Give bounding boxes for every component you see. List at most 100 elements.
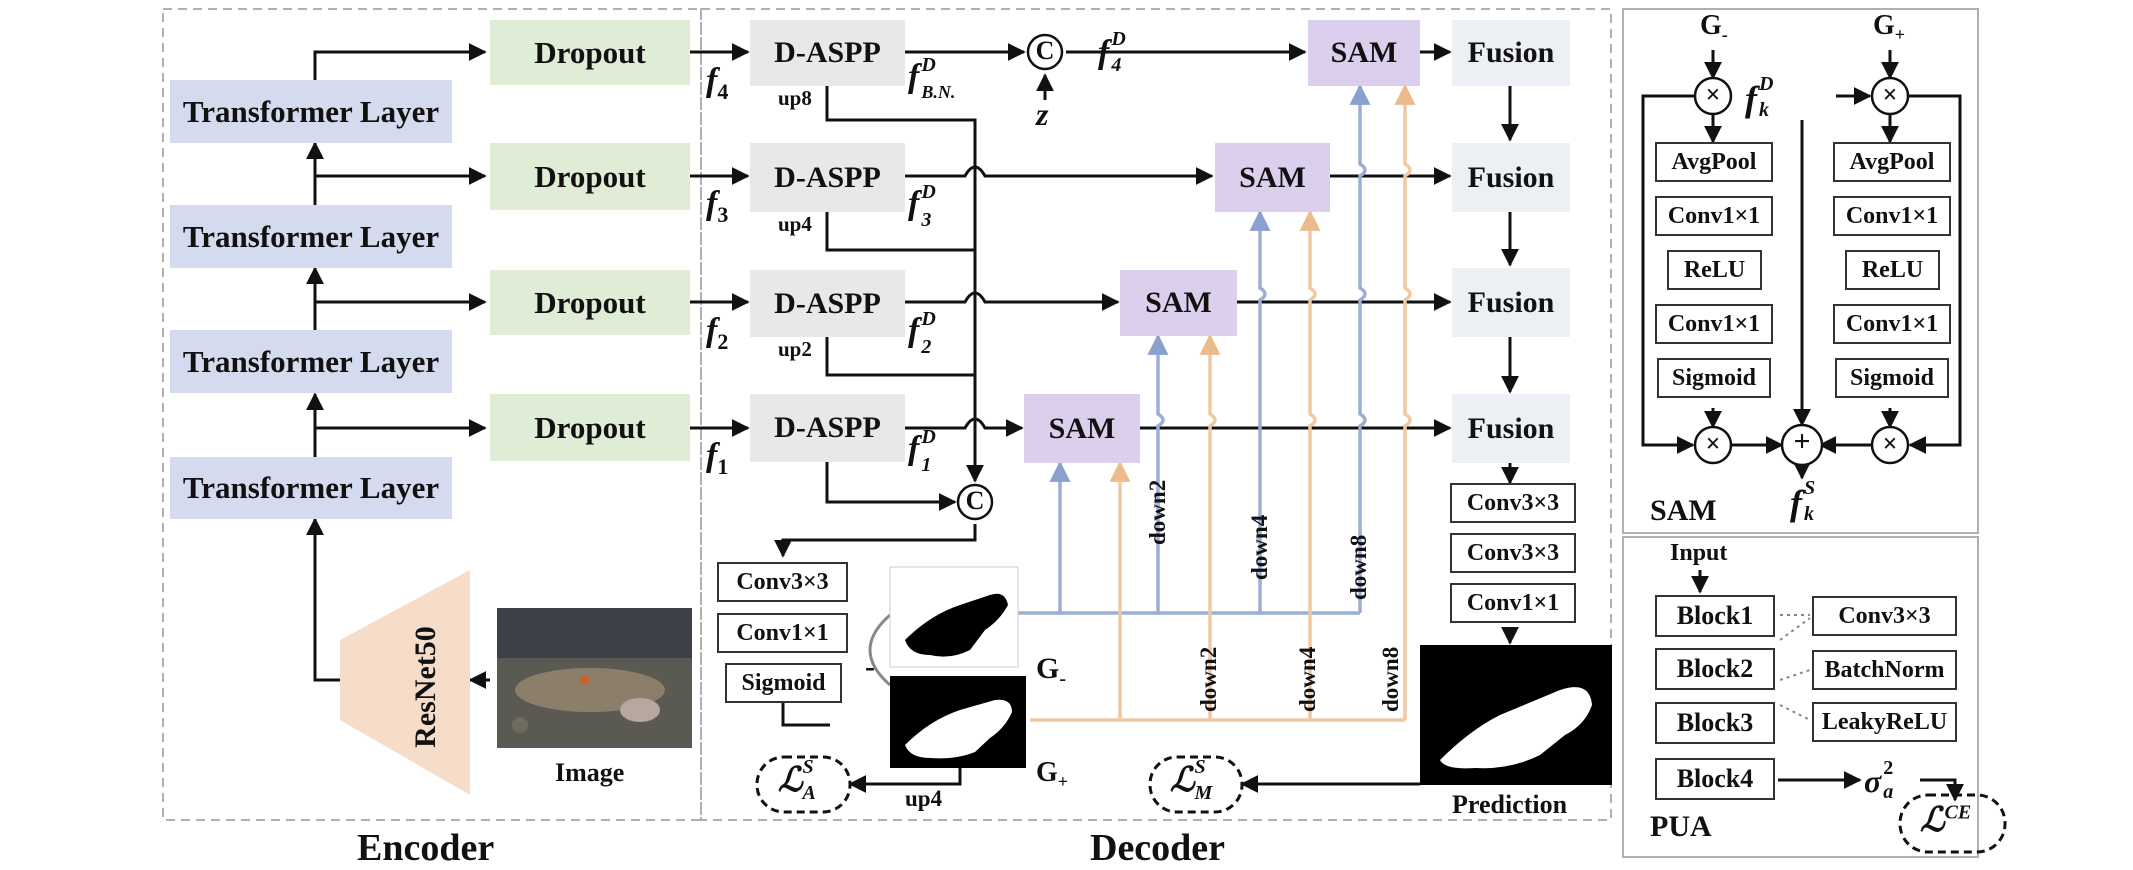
sam-input-gminus: G-	[1700, 10, 1728, 45]
sam-right-sigmoid: Sigmoid	[1835, 358, 1949, 398]
loss-m-oval	[1148, 755, 1244, 814]
sam-plus: +	[1793, 425, 1811, 458]
sam-panel-title: SAM	[1650, 494, 1717, 527]
sam-row3: SAM	[1120, 270, 1237, 336]
sam-right-conv1: Conv1×1	[1833, 196, 1951, 236]
sam-right-avgpool: AvgPool	[1833, 142, 1951, 182]
sam-left-relu: ReLU	[1667, 250, 1762, 290]
sam-input-gplus: G+	[1873, 10, 1906, 45]
branch-conv1x1: Conv1×1	[717, 613, 848, 653]
fusion-2: Fusion	[1452, 143, 1570, 212]
fusion-4: Fusion	[1452, 394, 1570, 463]
pua-loss-ce: ℒCE	[1920, 801, 1972, 839]
sam-times-4: ×	[1882, 429, 1898, 458]
up4-label-bottom: up4	[905, 786, 943, 811]
pua-block4: Block4	[1655, 758, 1775, 800]
fusion-1: Fusion	[1452, 20, 1570, 86]
d-aspp-1: D-ASPP	[750, 20, 905, 86]
g-plus-map	[890, 676, 1026, 768]
sam-left-conv2: Conv1×1	[1655, 304, 1773, 344]
z-label: z	[1036, 96, 1049, 132]
head-conv3x3-1: Conv3×3	[1450, 483, 1576, 523]
minus-sign: -	[865, 650, 875, 683]
pua-panel-title: PUA	[1650, 810, 1712, 843]
dropout-3: Dropout	[490, 270, 690, 335]
up4-label-row2: up4	[778, 212, 812, 236]
loss-ce-oval	[1898, 793, 2007, 854]
concat-circles	[956, 33, 1064, 521]
transformer-layer-3: Transformer Layer	[170, 205, 452, 268]
decoder-title: Decoder	[1090, 827, 1226, 869]
pua-leakyrelu: LeakyReLU	[1812, 702, 1957, 742]
resnet-label: ResNet50	[408, 626, 442, 748]
pua-batchnorm: BatchNorm	[1812, 650, 1957, 690]
encoder-title: Encoder	[357, 827, 495, 869]
dropout-1: Dropout	[490, 20, 690, 85]
sam-row4: SAM	[1024, 394, 1140, 463]
down8-blue: down8	[1346, 534, 1371, 600]
sam-detail-frame	[1622, 8, 1979, 534]
fusion-3: Fusion	[1452, 268, 1570, 337]
feature-f3: f3	[706, 185, 729, 227]
pua-frame	[1622, 536, 1979, 858]
sam-right-relu: ReLU	[1845, 250, 1940, 290]
dropout-2: Dropout	[490, 143, 690, 210]
sam-left-avgpool: AvgPool	[1655, 142, 1773, 182]
g-minus-label: G-	[1036, 652, 1067, 690]
d-aspp-2: D-ASPP	[750, 143, 905, 212]
feature-f4: f4	[706, 62, 729, 104]
branch-conv3x3: Conv3×3	[717, 562, 848, 602]
concat-symbol-bottom: C	[965, 486, 985, 515]
up2-label: up2	[778, 337, 812, 361]
transformer-layer-2: Transformer Layer	[170, 330, 452, 393]
sam-left-conv1: Conv1×1	[1655, 196, 1773, 236]
d-aspp-3: D-ASPP	[750, 270, 905, 337]
prediction-caption: Prediction	[1452, 790, 1568, 819]
pua-block2: Block2	[1655, 648, 1775, 690]
sam-right-conv2: Conv1×1	[1833, 304, 1951, 344]
head-conv1x1: Conv1×1	[1450, 583, 1576, 623]
prediction-map	[1420, 645, 1612, 785]
down8-peach: down8	[1378, 646, 1403, 712]
image-caption: Image	[555, 758, 625, 787]
pua-block3: Block3	[1655, 702, 1775, 744]
sam-left-sigmoid: Sigmoid	[1657, 358, 1771, 398]
sam-times-3: ×	[1705, 429, 1721, 458]
pua-block1: Block1	[1655, 595, 1775, 637]
g-minus-map	[889, 566, 1019, 668]
dropout-4: Dropout	[490, 394, 690, 461]
sam-times-1: ×	[1705, 80, 1721, 109]
down4-blue: down4	[1247, 514, 1272, 580]
pua-input-label: Input	[1670, 540, 1728, 566]
transformer-layer-4: Transformer Layer	[170, 80, 452, 143]
decoder-frame	[700, 8, 1612, 821]
d-aspp-4: D-ASPP	[750, 394, 905, 462]
down2-blue: down2	[1145, 479, 1170, 545]
transformer-layer-1: Transformer Layer	[170, 457, 452, 519]
input-image	[497, 608, 692, 748]
concat-symbol-top: C	[1035, 36, 1055, 65]
down4-peach: down4	[1295, 646, 1320, 712]
loss-a-oval	[755, 755, 852, 814]
feature-f1: f1	[706, 437, 729, 479]
sam-row2: SAM	[1215, 143, 1330, 212]
f-bn-d: f D B.N.	[908, 54, 956, 102]
branch-sigmoid: Sigmoid	[725, 663, 842, 703]
up8-label: up8	[778, 86, 812, 110]
down2-peach: down2	[1196, 646, 1221, 712]
sam-times-2: ×	[1882, 80, 1898, 109]
feature-f2: f2	[706, 312, 729, 354]
g-plus-label: G+	[1036, 757, 1069, 792]
sam-row1: SAM	[1308, 20, 1420, 86]
head-conv3x3-2: Conv3×3	[1450, 533, 1576, 573]
